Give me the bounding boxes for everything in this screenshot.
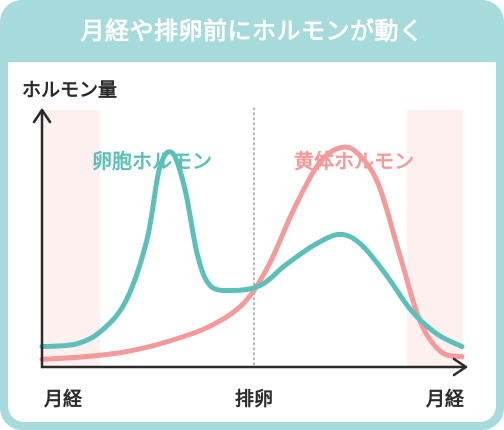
y-axis-label: ホルモン量 xyxy=(22,79,117,101)
page-title: 月経や排卵前にホルモンが動く xyxy=(80,17,424,45)
y-axis-arrow xyxy=(32,108,52,124)
estrogen-series-label: 卵胞ホルモン xyxy=(92,149,212,173)
series-layer xyxy=(39,144,465,362)
shade-region-start xyxy=(42,110,100,367)
progesterone-line xyxy=(39,144,465,362)
x-tick-label: 月経 xyxy=(425,387,465,410)
axis-layer xyxy=(32,108,468,377)
x-tick-label: 月経 xyxy=(43,387,83,410)
estrogen-line xyxy=(39,149,465,350)
x-axis-arrow xyxy=(452,357,468,377)
progesterone-series-label: 黄体ホルモン xyxy=(294,149,414,173)
x-tick-label: 排卵 xyxy=(235,387,273,410)
shade-layer xyxy=(42,110,463,367)
shade-region-end xyxy=(407,110,463,367)
